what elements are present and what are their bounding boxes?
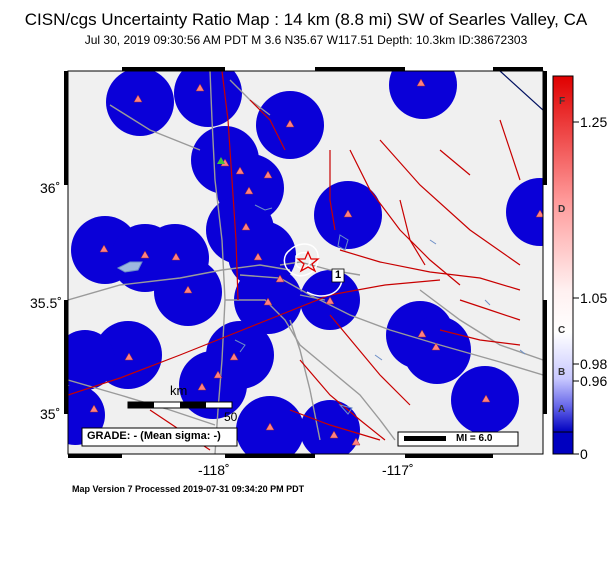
- mi-text: MI = 6.0: [456, 433, 493, 444]
- scale-bar: [127, 401, 233, 409]
- faults: [68, 71, 521, 451]
- scale-unit: km: [170, 383, 188, 398]
- grade-letter-a: A: [558, 404, 566, 415]
- station-blobs: [68, 71, 543, 454]
- contours: [283, 243, 343, 297]
- lat-label-35-5: 35.5˚: [30, 295, 62, 311]
- lon-label-118: -118˚: [198, 462, 230, 478]
- lon-label-117: -117˚: [382, 462, 414, 478]
- boundary-line: [499, 71, 543, 111]
- grade-letter-d: D: [558, 204, 566, 215]
- frame-ticks: [64, 67, 547, 458]
- grade-box: [81, 427, 238, 447]
- grade-letter-f: F: [559, 96, 566, 107]
- colorbar: [552, 75, 574, 433]
- map-version-footer: Map Version 7 Processed 2019-07-31 09:34…: [72, 484, 305, 494]
- grade-text: GRADE: - (Mean sigma: -): [87, 430, 221, 442]
- colorbar-label-0-98: 0.98: [580, 356, 608, 372]
- lat-label-36: 36˚: [40, 180, 61, 196]
- contour-label: 1: [335, 269, 342, 281]
- grade-letter-b: B: [558, 367, 566, 378]
- lat-label-35: 35˚: [40, 406, 61, 422]
- mi-bar: [404, 436, 446, 441]
- colorbar-label-0-96: 0.96: [580, 373, 608, 389]
- grade-letter-c: C: [558, 325, 566, 336]
- water-bodies: [116, 204, 526, 415]
- contour-label-box: [331, 268, 345, 283]
- colorbar-label-1-05: 1.05: [580, 290, 608, 306]
- colorbar-bottom: [552, 431, 574, 455]
- colorbar-label-0: 0: [580, 446, 588, 462]
- colorbar-ticks: [573, 121, 579, 455]
- scale-value: 50: [224, 410, 238, 424]
- stations: [89, 78, 543, 446]
- map-title: CISN/cgs Uncertainty Ratio Map : 14 km (…: [24, 10, 588, 29]
- station-green: [217, 157, 225, 164]
- event-info: Jul 30, 2019 09:30:56 AM PDT M 3.6 N35.6…: [84, 33, 528, 47]
- epicenter-star-icon: [296, 250, 320, 273]
- colorbar-label-1-25: 1.25: [580, 114, 608, 130]
- mi-box: [397, 431, 519, 447]
